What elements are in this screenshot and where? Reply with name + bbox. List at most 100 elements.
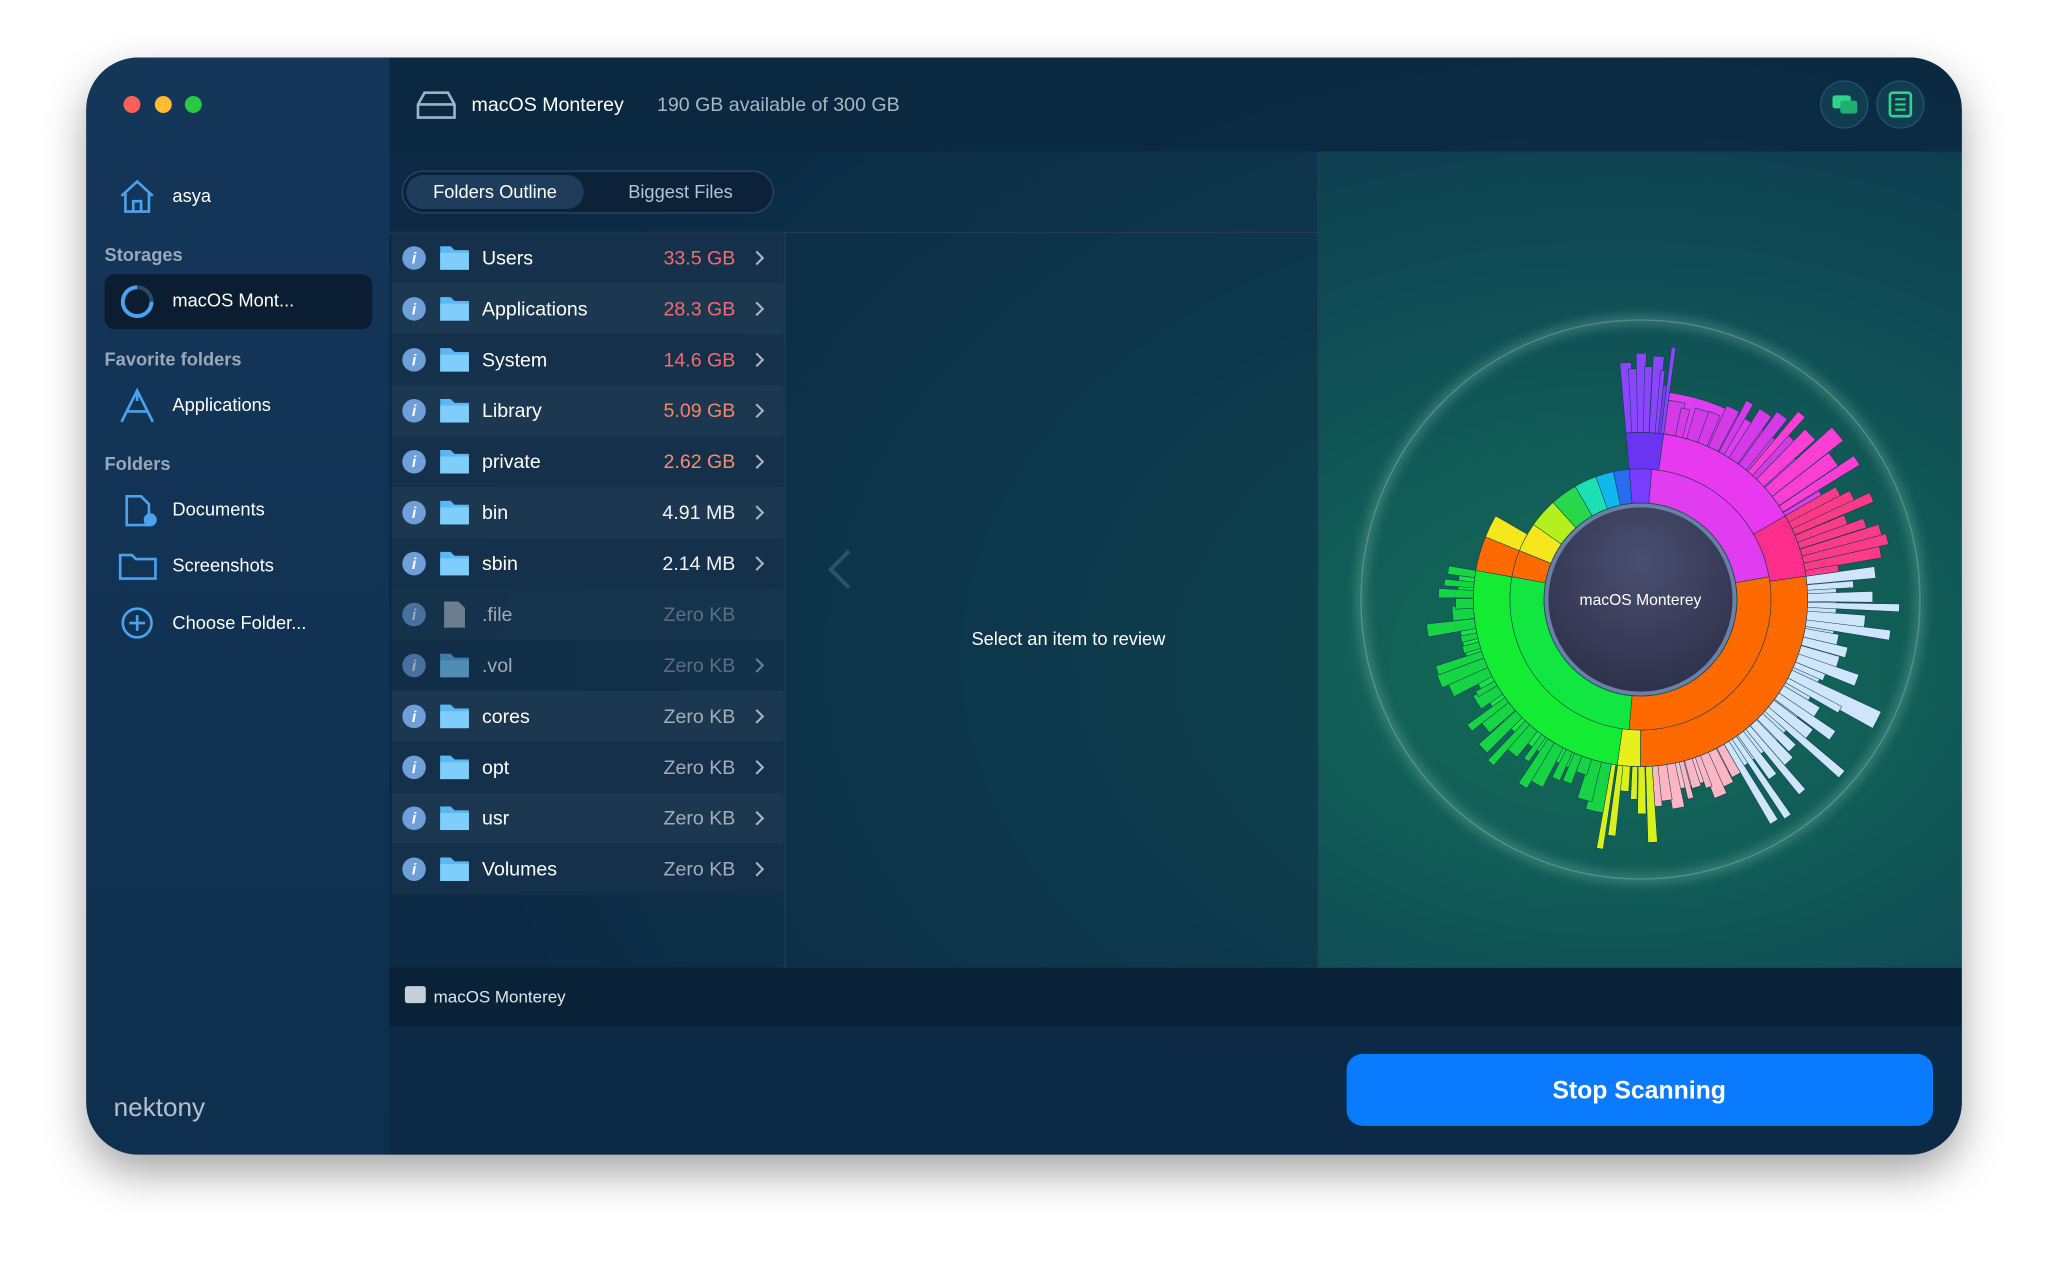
info-icon[interactable] bbox=[402, 806, 426, 831]
sunburst-segment[interactable] bbox=[1791, 492, 1874, 536]
folder-row[interactable]: i Users 33.5 GB bbox=[391, 232, 784, 284]
zoom-button[interactable] bbox=[184, 95, 202, 113]
chevron[interactable] bbox=[755, 556, 765, 571]
sunburst-segment[interactable] bbox=[1518, 738, 1555, 789]
sunburst-segment[interactable] bbox=[1613, 469, 1633, 506]
sunburst-segment[interactable] bbox=[1807, 591, 1874, 603]
info-icon[interactable] bbox=[402, 602, 426, 627]
sunburst-segment[interactable] bbox=[1643, 366, 1653, 433]
sunburst-segment[interactable] bbox=[1728, 408, 1772, 464]
sunburst-segment[interactable] bbox=[1628, 468, 1653, 504]
info-icon[interactable] bbox=[402, 551, 426, 576]
chevron[interactable] bbox=[755, 352, 765, 368]
sunburst-segment[interactable] bbox=[1797, 518, 1867, 550]
chevron[interactable] bbox=[755, 505, 765, 520]
sunburst-center[interactable] bbox=[1544, 503, 1737, 696]
report-button[interactable] bbox=[1876, 80, 1925, 129]
info-icon[interactable] bbox=[402, 704, 426, 729]
sunburst-segment[interactable] bbox=[1684, 758, 1702, 789]
folder-row[interactable]: i private 2.62 GB bbox=[391, 436, 784, 488]
sunburst-segment[interactable] bbox=[1637, 766, 1647, 815]
sunburst-segment[interactable] bbox=[1805, 619, 1891, 641]
sunburst-segment[interactable] bbox=[1771, 452, 1839, 507]
sunburst-segment[interactable] bbox=[1645, 765, 1658, 843]
info-icon[interactable] bbox=[402, 653, 426, 678]
folder-row[interactable]: i System 14.6 GB bbox=[391, 334, 784, 386]
sunburst-segment[interactable] bbox=[1747, 411, 1806, 476]
info-icon[interactable] bbox=[402, 755, 426, 780]
sunburst-segment[interactable] bbox=[1660, 346, 1677, 435]
sunburst-segment[interactable] bbox=[1731, 736, 1792, 820]
sunburst-segment[interactable] bbox=[1778, 455, 1861, 513]
info-icon[interactable] bbox=[402, 399, 426, 423]
folder-row[interactable]: i Library 5.09 GB bbox=[391, 385, 784, 437]
folder-row[interactable]: i Applications 28.3 GB bbox=[391, 283, 784, 335]
sunburst-segment[interactable] bbox=[1756, 713, 1797, 753]
sunburst-segment[interactable] bbox=[1697, 411, 1721, 447]
sunburst[interactable] bbox=[1426, 346, 1900, 850]
chevron[interactable] bbox=[755, 301, 765, 317]
sunburst-segment[interactable] bbox=[1562, 752, 1583, 785]
sunburst-segment[interactable] bbox=[1438, 588, 1474, 599]
tab-folders-outline[interactable]: Folders Outline bbox=[406, 175, 584, 209]
folder-row[interactable]: i sbin 2.14 MB bbox=[391, 538, 784, 590]
sunburst-segment[interactable] bbox=[1785, 677, 1842, 714]
sunburst-segment[interactable] bbox=[1625, 432, 1665, 471]
info-icon[interactable] bbox=[402, 500, 426, 525]
sunburst-segment[interactable] bbox=[1694, 755, 1713, 789]
sunburst-segment[interactable] bbox=[1800, 636, 1849, 658]
chevron[interactable] bbox=[755, 810, 765, 826]
sunburst-segment[interactable] bbox=[1485, 515, 1528, 551]
sunburst-segment[interactable] bbox=[1678, 760, 1694, 800]
sunburst-segment[interactable] bbox=[1466, 697, 1510, 732]
sunburst-segment[interactable] bbox=[1804, 564, 1840, 577]
sunburst-segment[interactable] bbox=[1708, 405, 1740, 452]
chevron[interactable] bbox=[755, 454, 765, 469]
info-icon[interactable] bbox=[402, 348, 426, 372]
sunburst-segment[interactable] bbox=[1756, 428, 1816, 488]
folder-row[interactable]: i cores Zero KB bbox=[391, 690, 784, 742]
close-button[interactable] bbox=[123, 95, 141, 113]
sunburst-segment[interactable] bbox=[1654, 370, 1666, 434]
storage-item[interactable]: macOS Mont... bbox=[104, 274, 373, 330]
user-item[interactable]: asya bbox=[120, 179, 212, 213]
sunburst-segment[interactable] bbox=[1630, 766, 1638, 800]
folder-item[interactable]: Screenshots bbox=[118, 553, 274, 580]
sunburst-segment[interactable] bbox=[1487, 720, 1531, 766]
sunburst-segment[interactable] bbox=[1806, 580, 1854, 591]
folder-row[interactable]: i .vol Zero KB bbox=[391, 639, 784, 691]
folder-row[interactable]: i .file Zero KB bbox=[391, 589, 784, 640]
folder-item[interactable]: Documents bbox=[125, 495, 265, 527]
chevron[interactable] bbox=[755, 250, 765, 266]
sunburst-segment[interactable] bbox=[1455, 598, 1474, 610]
sunburst-segment[interactable] bbox=[1607, 764, 1624, 837]
back-arrow[interactable] bbox=[827, 549, 851, 590]
sunburst-segment[interactable] bbox=[1435, 650, 1485, 676]
info-icon[interactable] bbox=[402, 297, 426, 321]
chevron[interactable] bbox=[755, 760, 765, 775]
chevron[interactable] bbox=[755, 861, 765, 877]
minimize-button[interactable] bbox=[154, 95, 172, 113]
sunburst-segment[interactable] bbox=[1674, 407, 1691, 439]
sunburst-segment[interactable] bbox=[1478, 710, 1523, 754]
stop-scanning-button[interactable]: Stop Scanning bbox=[1346, 1054, 1934, 1126]
sunburst-segment[interactable] bbox=[1807, 602, 1900, 613]
sunburst-segment[interactable] bbox=[1443, 578, 1475, 589]
sunburst-segment[interactable] bbox=[1792, 661, 1826, 681]
sunburst-segment[interactable] bbox=[1523, 733, 1547, 763]
chevron[interactable] bbox=[755, 709, 765, 724]
sunburst-segment[interactable] bbox=[1738, 411, 1788, 471]
chevron[interactable] bbox=[755, 658, 765, 673]
sunburst-segment[interactable] bbox=[1805, 566, 1877, 585]
feedback-button[interactable] bbox=[1820, 80, 1869, 129]
choose-folder[interactable]: Choose Folder... bbox=[121, 607, 307, 639]
tab-biggest-files[interactable]: Biggest Files bbox=[628, 181, 733, 202]
sunburst-segment[interactable] bbox=[1460, 632, 1479, 643]
sunburst-segment[interactable] bbox=[1774, 692, 1837, 741]
sunburst-segment[interactable] bbox=[1745, 725, 1806, 796]
chevron[interactable] bbox=[755, 403, 765, 419]
info-icon[interactable] bbox=[402, 246, 426, 270]
sunburst-segment[interactable] bbox=[1447, 565, 1477, 578]
folder-row[interactable]: i usr Zero KB bbox=[391, 792, 784, 844]
sunburst-segment[interactable] bbox=[1718, 399, 1754, 456]
